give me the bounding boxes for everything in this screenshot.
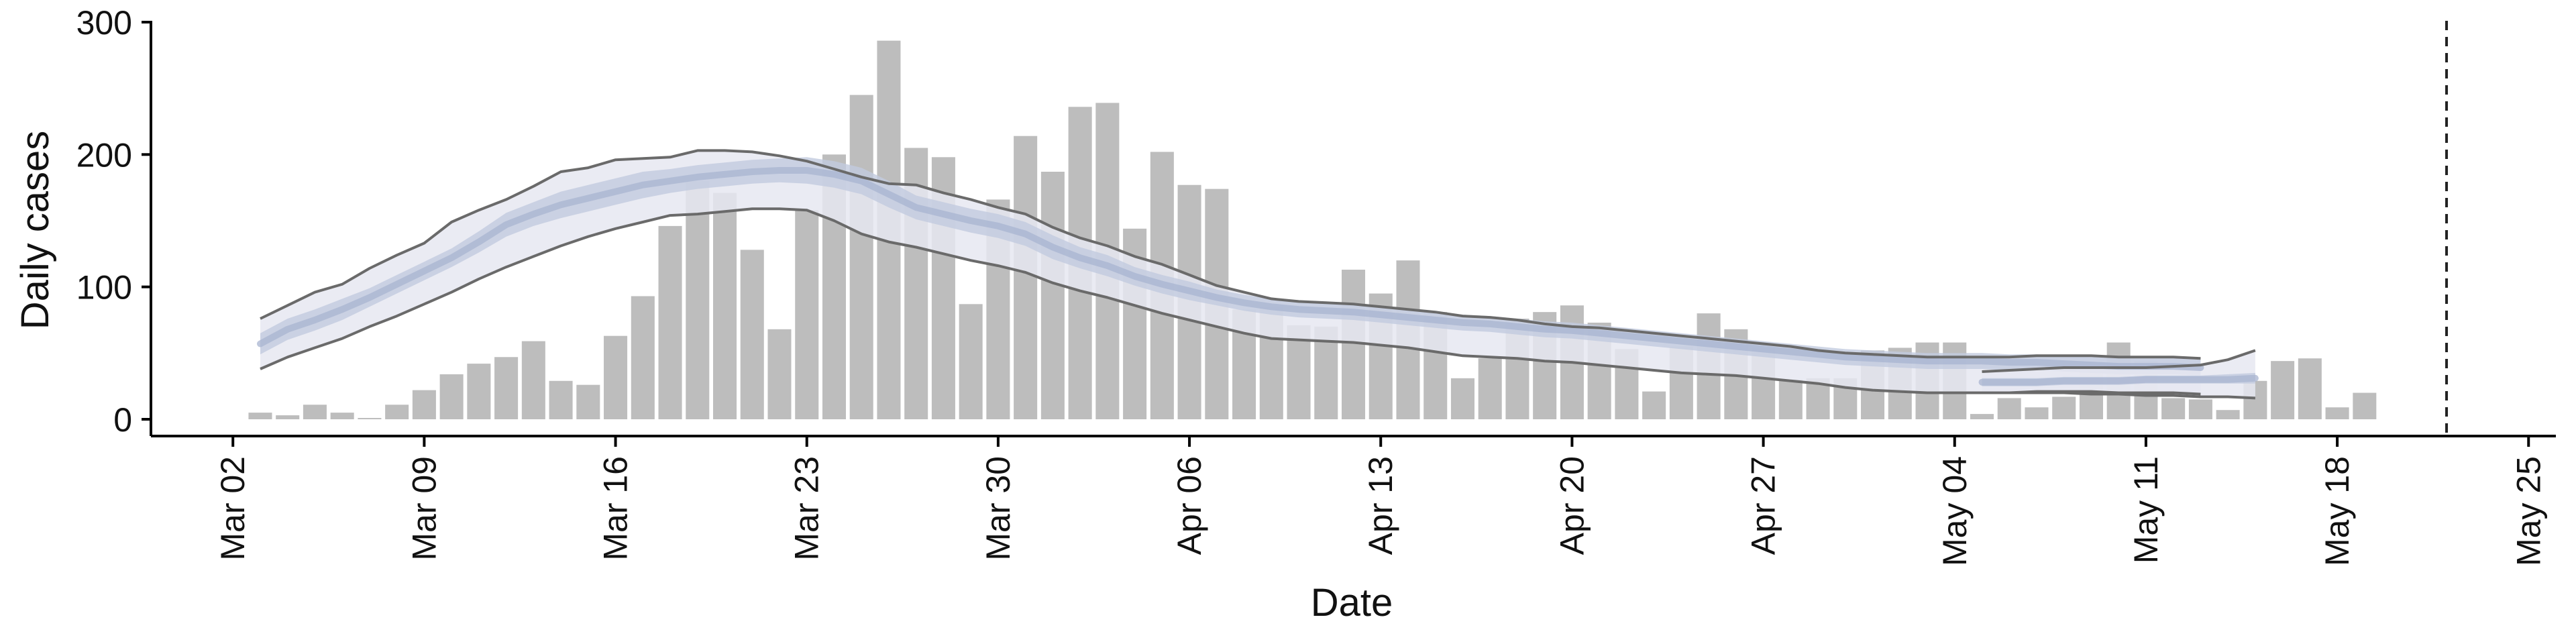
case-bar <box>494 357 519 419</box>
x-tick-label: Mar 16 <box>597 456 635 561</box>
y-axis-title: Daily cases <box>13 131 57 330</box>
case-bar <box>740 250 764 419</box>
case-bar <box>604 335 628 419</box>
case-bar <box>276 415 300 419</box>
case-bar <box>631 296 655 419</box>
case-bar <box>2052 396 2076 419</box>
x-tick-label: Apr 20 <box>1553 456 1591 555</box>
case-bar <box>1014 136 1038 419</box>
case-bar <box>849 95 873 419</box>
estimate-lines-layer <box>257 149 2259 400</box>
case-bar <box>2216 410 2240 419</box>
y-tick-label: 200 <box>76 136 132 174</box>
x-tick-label: May 11 <box>2127 456 2165 564</box>
case-bar <box>1450 378 1474 419</box>
y-tick-label: 300 <box>76 4 132 42</box>
case-bar <box>767 329 792 419</box>
median-estimate-line <box>257 167 2204 371</box>
case-bar <box>2188 399 2212 419</box>
case-bar <box>2161 398 2186 419</box>
case-bar <box>2271 361 2295 419</box>
case-bar <box>412 390 436 419</box>
case-bar <box>1997 398 2021 419</box>
case-bar <box>576 384 600 419</box>
case-bar <box>686 180 710 419</box>
case-bar <box>2298 358 2322 419</box>
case-bar <box>2353 392 2377 419</box>
case-bar <box>467 364 491 419</box>
x-tick-label: Mar 09 <box>405 456 443 561</box>
case-bar <box>303 405 327 419</box>
x-tick-label: May 25 <box>2510 456 2547 566</box>
x-tick-label: Mar 02 <box>214 456 252 561</box>
y-tick-label: 100 <box>76 269 132 307</box>
y-tick-label: 0 <box>113 401 132 439</box>
lower-bound-line <box>1982 391 2255 400</box>
axes-layer: 0 100 200 300 Mar 02 Mar 09 Mar 16 Mar 23 Mar 30… <box>76 4 2556 566</box>
case-bar <box>2325 407 2349 419</box>
case-bar <box>549 380 573 419</box>
case-bar <box>1642 391 1666 419</box>
case-bar <box>330 413 354 419</box>
case-bar <box>1478 358 1502 419</box>
x-tick-label: May 18 <box>2318 456 2356 566</box>
case-bar <box>795 210 819 419</box>
lower-bound-line <box>260 207 2201 396</box>
x-axis-title: Date <box>1311 581 1393 625</box>
outer-credible-band <box>1982 350 2255 398</box>
case-bar <box>2025 407 2049 419</box>
case-bar <box>248 413 272 419</box>
median-estimate-line <box>1978 374 2259 386</box>
upper-bound-line <box>260 149 2201 360</box>
case-bar <box>658 225 682 419</box>
upper-bound-line <box>1982 349 2256 373</box>
case-bar <box>358 418 382 419</box>
case-bar <box>959 304 983 419</box>
x-tick-label: Mar 23 <box>788 456 826 561</box>
case-bar <box>521 341 545 419</box>
case-bar <box>1040 171 1065 420</box>
x-tick-label: Apr 13 <box>1362 456 1399 555</box>
case-bar <box>1778 379 1803 419</box>
x-tick-label: May 04 <box>1936 456 1974 566</box>
x-tick-label: Apr 27 <box>1745 456 1782 555</box>
x-tick-label: Apr 06 <box>1171 456 1208 555</box>
case-bar <box>439 374 464 419</box>
case-bar <box>385 405 409 419</box>
x-tick-label: Mar 30 <box>979 456 1017 561</box>
case-bar <box>712 193 737 419</box>
case-bar <box>1970 414 1994 419</box>
